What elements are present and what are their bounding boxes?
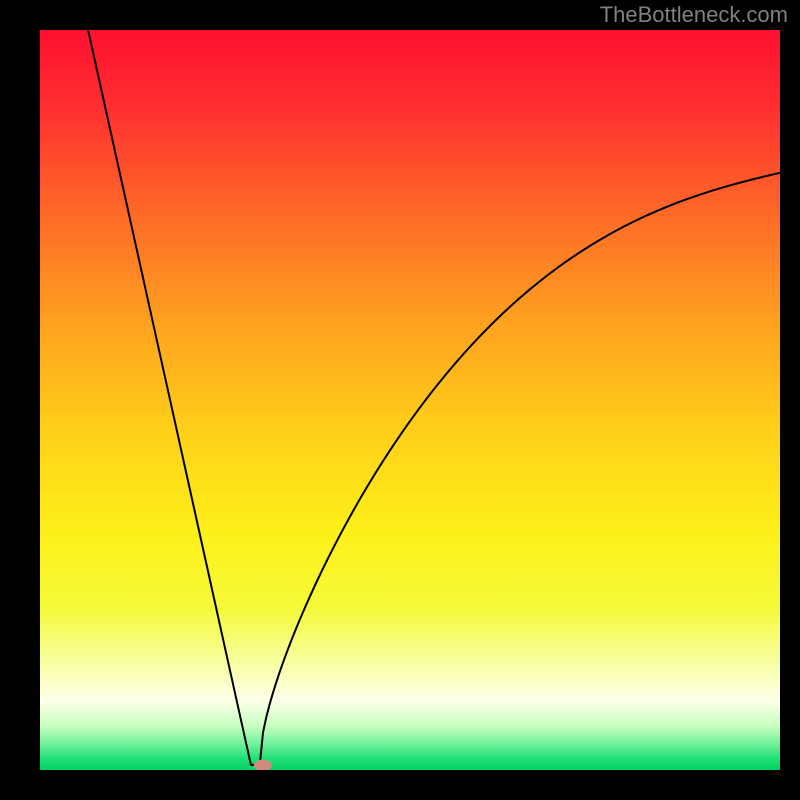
curve-layer xyxy=(40,30,780,770)
minimum-marker xyxy=(254,760,272,770)
plot-area xyxy=(40,30,780,770)
watermark-text: TheBottleneck.com xyxy=(600,2,788,28)
chart-frame: { "watermark": { "text": "TheBottleneck.… xyxy=(0,0,800,800)
bottleneck-curve xyxy=(88,30,780,765)
